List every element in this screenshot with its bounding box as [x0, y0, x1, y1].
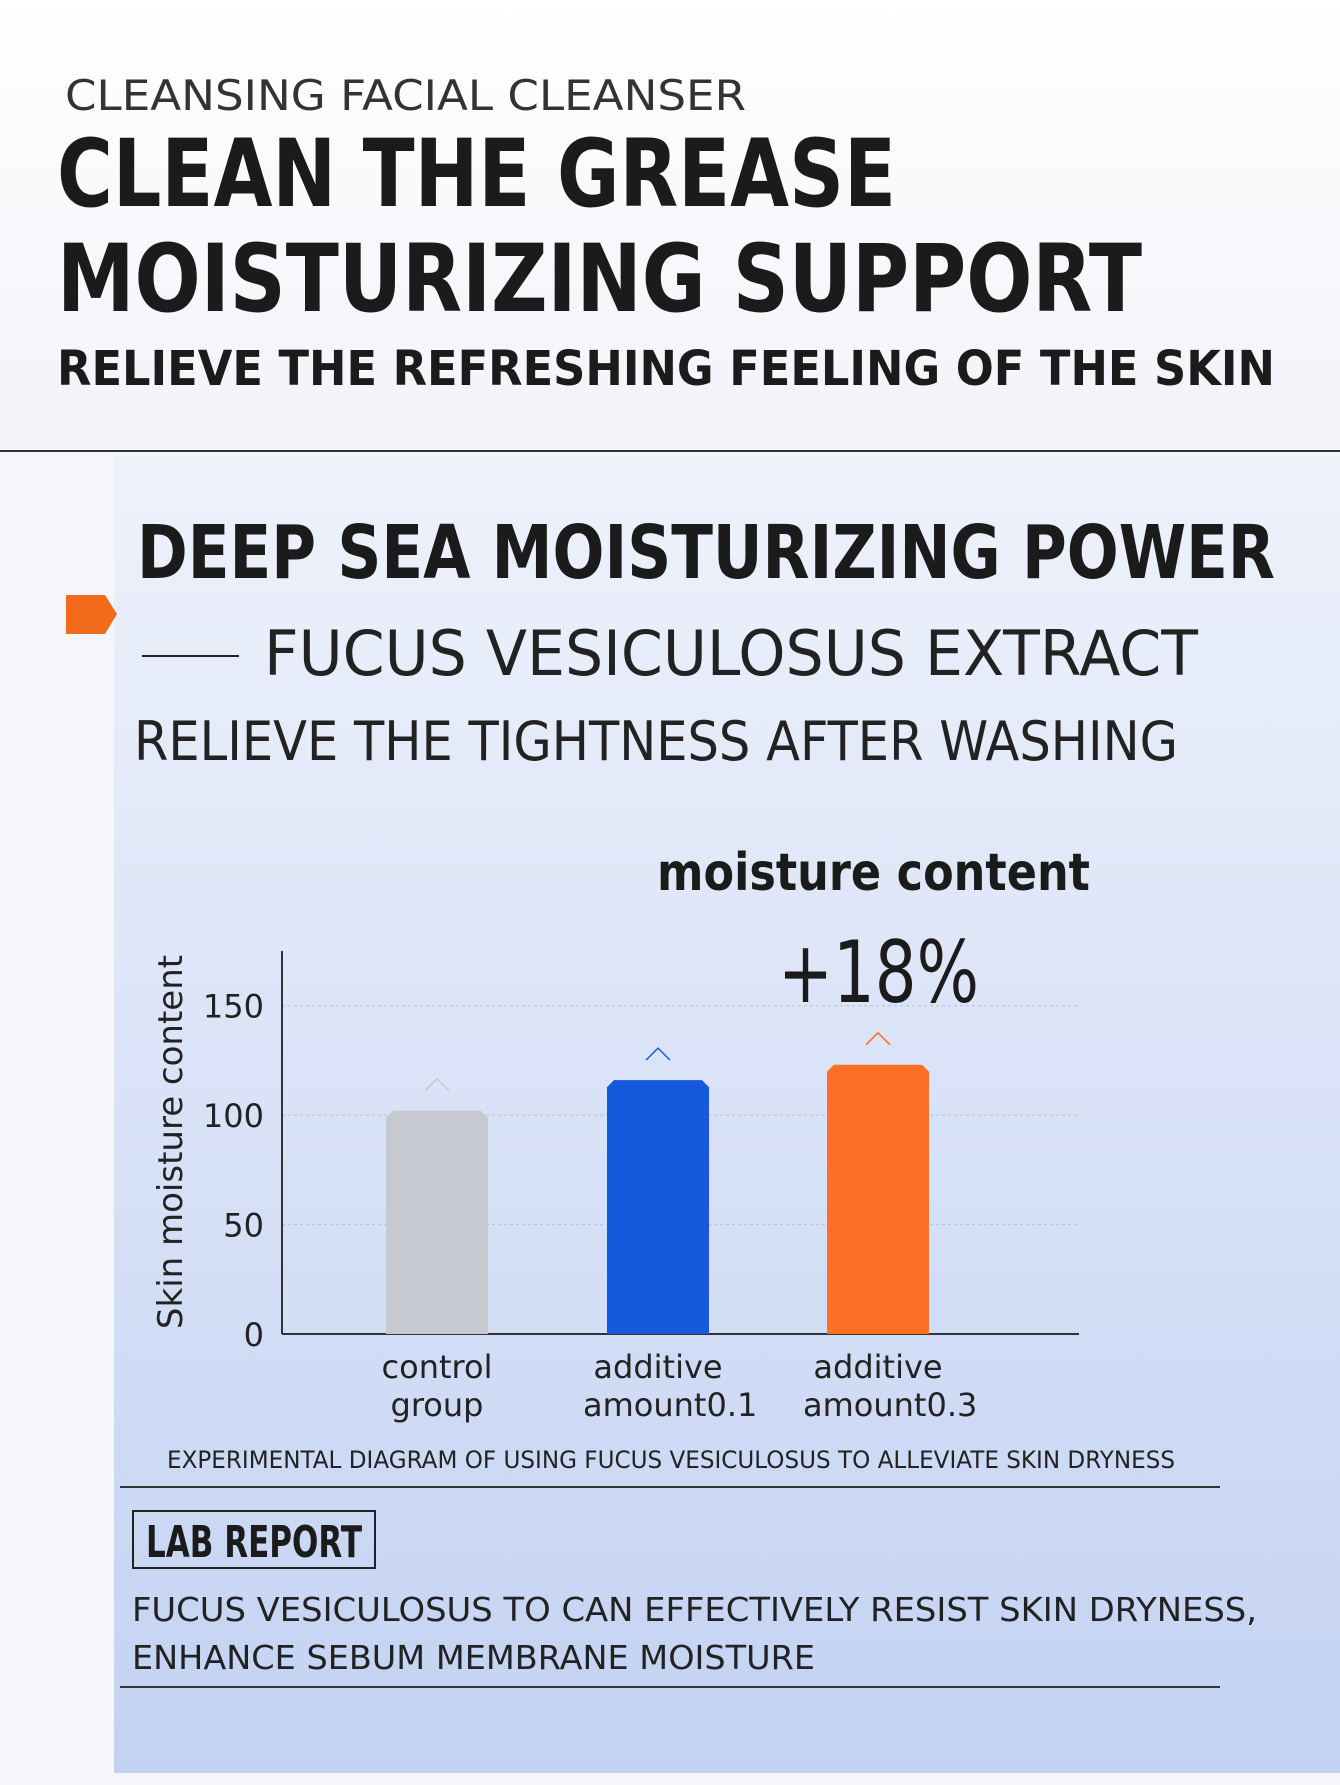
caret [645, 1047, 671, 1061]
x-tick-label: additive amount0.3 [803, 1348, 978, 1424]
lab-text: FUCUS VESICULOSUS TO CAN EFFECTIVELY RES… [132, 1590, 1257, 1629]
headline: MOISTURIZING SUPPORT [57, 225, 1142, 334]
panel [114, 455, 1340, 1773]
plot: 0 50 100 150 [203, 951, 1079, 1354]
y-tick-label: 150 [203, 988, 264, 1026]
header-bg [0, 0, 1340, 451]
caption: EXPERIMENTAL DIAGRAM OF USING FUCUS VESI… [167, 1446, 1175, 1474]
y-tick-label: 0 [244, 1316, 264, 1354]
x-tick-label: additive amount0.1 [583, 1348, 758, 1424]
lab-box [132, 1510, 376, 1569]
chart-title: moisture content [657, 843, 1090, 903]
annotation: +18% [778, 923, 979, 1023]
subtitle: RELIEVE THE REFRESHING FEELING OF THE SK… [57, 341, 1275, 397]
caret [424, 1077, 450, 1092]
caret [865, 1031, 891, 1046]
tag-icon [66, 595, 117, 634]
bar [827, 1064, 929, 1334]
eyebrow: CLEANSING FACIAL CLEANSER [65, 71, 746, 120]
tagline: RELIEVE THE TIGHTNESS AFTER WASHING [134, 710, 1178, 773]
section-title: DEEP SEA MOISTURIZING POWER [137, 510, 1275, 596]
lab-title: LAB REPORT [146, 1517, 362, 1568]
y-axis-title: Skin moisture content [151, 955, 191, 1329]
lab-text: ENHANCE SEBUM MEMBRANE MOISTURE [132, 1638, 815, 1677]
x-tick-label: control group [381, 1348, 493, 1424]
bar [386, 1110, 488, 1334]
y-tick-label: 100 [203, 1097, 264, 1135]
y-tick-label: 50 [223, 1207, 264, 1245]
ingredient: FUCUS VESICULOSUS EXTRACT [264, 617, 1199, 690]
headline: CLEAN THE GREASE [57, 120, 896, 229]
bar [607, 1080, 709, 1334]
